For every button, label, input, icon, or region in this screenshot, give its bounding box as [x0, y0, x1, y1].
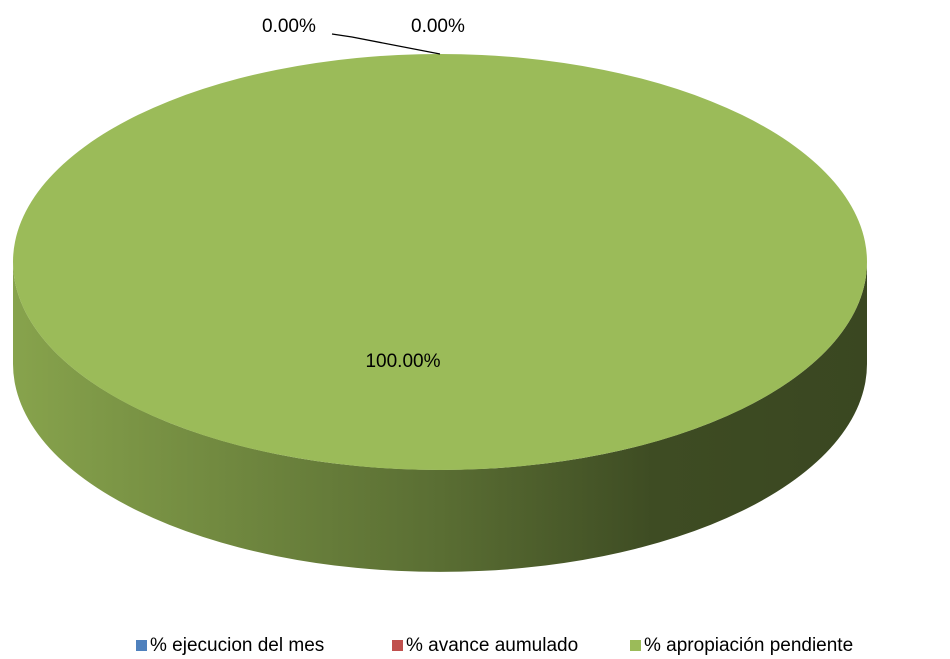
- legend-swatch: [392, 640, 403, 651]
- slice: [13, 54, 867, 470]
- legend-swatch: [136, 640, 147, 651]
- data-label: 100.00%: [365, 351, 440, 372]
- data-label: 0.00%: [411, 16, 465, 37]
- legend-swatch: [630, 640, 641, 651]
- legend-label: % ejecucion del mes: [150, 635, 324, 656]
- leader-line: [331, 33, 441, 55]
- legend-label: % apropiación pendiente: [644, 635, 853, 656]
- slice-side: [13, 262, 867, 572]
- data-label: 0.00%: [262, 16, 316, 37]
- legend-label: % avance aumulado: [406, 635, 578, 656]
